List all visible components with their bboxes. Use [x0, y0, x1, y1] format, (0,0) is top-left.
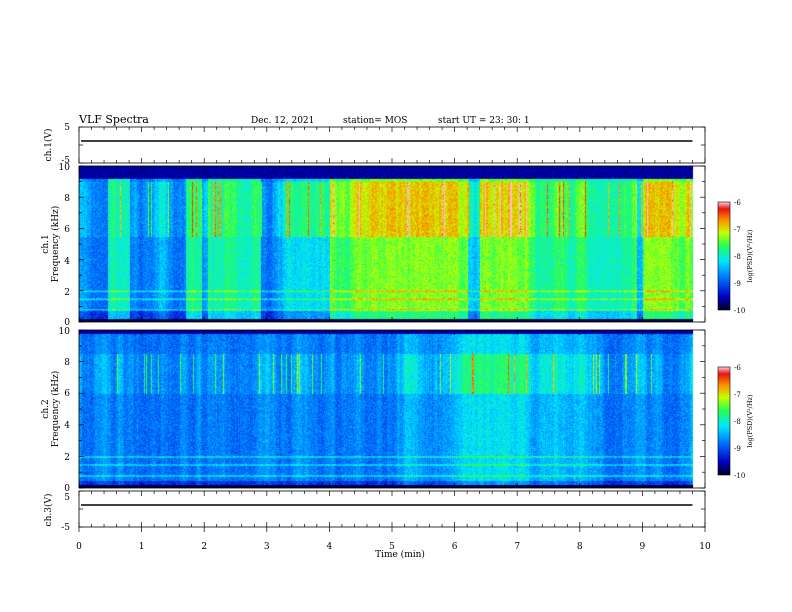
x-tick-labels: 0 1 2 3 4 5 6 7 8 9 10	[76, 542, 711, 552]
ch2-spec-ytick-2: 2	[64, 453, 70, 463]
cb2-tick-neg7: -7	[734, 391, 741, 399]
ch2-colorbar-gradient	[718, 367, 730, 475]
ch3-waveform-frame	[78, 490, 706, 528]
cb1-tick-neg10: -10	[734, 307, 745, 315]
ch1-wave-ytick-5: 5	[64, 123, 70, 133]
cb2-tick-neg6: -6	[734, 364, 741, 372]
ch1-spec-ytick-2: 2	[64, 288, 70, 298]
x-tick-label: 4	[327, 542, 333, 552]
x-tick-label: 7	[514, 542, 520, 552]
cb1-tick-neg8: -8	[734, 253, 741, 261]
ch2-spec-ylabel-line2: Frequency (kHz)	[50, 371, 61, 448]
ch3-wave-ylabel: ch.3(V)	[43, 494, 54, 527]
ch1-spec-ytick-6: 6	[64, 225, 70, 235]
ch2-spec-ytick-6: 6	[64, 389, 70, 399]
x-tick-label: 2	[201, 542, 207, 552]
ch1-waveform-frame	[78, 126, 706, 164]
x-tick-label: 10	[699, 542, 711, 552]
ch2-spectrogram-heatmap	[79, 330, 705, 488]
ch1-spec-ytick-4: 4	[64, 257, 70, 267]
x-axis-label: Time (min)	[375, 549, 425, 560]
axis-tick-marks	[78, 126, 706, 532]
x-tick-label: 1	[139, 542, 145, 552]
ch2-spec-ytick-0: 0	[64, 484, 70, 494]
ch1-spec-ytick-10: 10	[59, 163, 71, 173]
ch1-spec-ytick-0: 0	[64, 318, 70, 328]
ch1-colorbar-frame	[717, 201, 731, 311]
ch1-spec-ylabel-line2: Frequency (kHz)	[50, 206, 61, 283]
cb1-tick-neg9: -9	[734, 280, 741, 288]
ch3-wave-ytick-neg5: -5	[61, 523, 70, 533]
ch1-spectrogram-heatmap	[79, 166, 705, 322]
ch2-spec-ytick-10: 10	[59, 327, 71, 337]
station-label: station= MOS	[343, 116, 407, 126]
ch2-spec-ytick-8: 8	[64, 358, 70, 368]
ch1-wave-ytick-neg5: -5	[61, 156, 70, 166]
x-tick-label: 5	[389, 542, 395, 552]
cb2-tick-neg9: -9	[734, 445, 741, 453]
cb1-tick-neg7: -7	[734, 226, 741, 234]
cb2-tick-neg8: -8	[734, 418, 741, 426]
x-tick-label: 8	[577, 542, 583, 552]
ch2-spec-ytick-4: 4	[64, 421, 70, 431]
cb1-label: log(PSD)(V²/Hz)	[746, 229, 754, 282]
ch1-colorbar-gradient	[718, 202, 730, 310]
x-tick-label: 0	[76, 542, 82, 552]
ch1-spec-ytick-8: 8	[64, 194, 70, 204]
figure-title: VLF Spectra	[78, 113, 149, 126]
cb2-label: log(PSD)(V²/Hz)	[746, 394, 754, 447]
ch2-spec-ylabel-line1: ch.2	[41, 399, 51, 418]
cb2-tick-neg10: -10	[734, 472, 745, 480]
date-label: Dec. 12, 2021	[251, 116, 314, 126]
x-tick-label: 3	[264, 542, 270, 552]
ch1-wave-ylabel: ch.1(V)	[43, 129, 54, 162]
x-tick-label: 9	[640, 542, 646, 552]
cb1-tick-neg6: -6	[734, 199, 741, 207]
ch3-wave-ytick-5: 5	[64, 493, 70, 503]
ch2-colorbar-frame	[717, 366, 731, 476]
ch1-spec-ylabel-line1: ch.1	[41, 234, 51, 253]
start-time-label: start UT = 23: 30: 1	[438, 116, 530, 126]
x-tick-label: 6	[452, 542, 458, 552]
